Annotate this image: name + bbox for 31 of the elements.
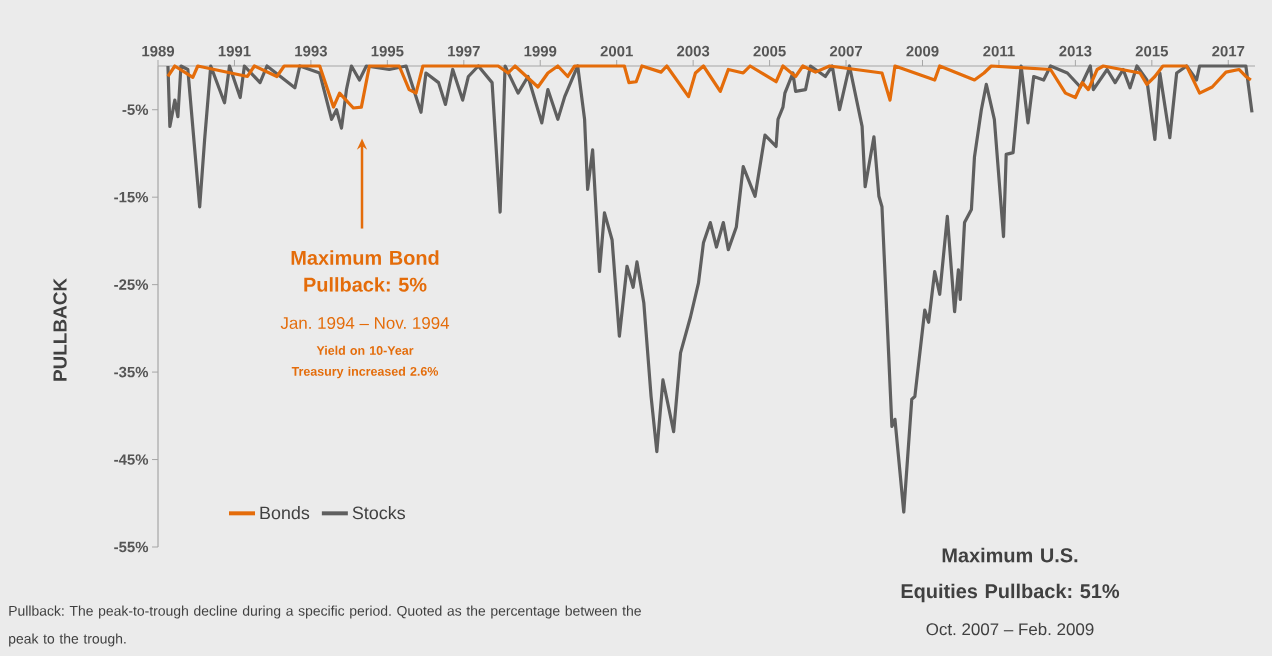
y-tick-label: -5% [122, 104, 149, 115]
legend-label: Bonds [260, 506, 310, 520]
x-tick-label: 2003 [677, 45, 710, 57]
x-tick-label: 2009 [906, 45, 939, 57]
x-tick-label: 1989 [142, 45, 175, 57]
x-tick-label: 2005 [753, 45, 786, 57]
x-tick-label: 2015 [1135, 45, 1169, 57]
y-tick-label: -35% [114, 366, 149, 378]
x-tick-label: 2007 [829, 45, 862, 57]
y-axis-title: PULLBACK [53, 278, 67, 381]
annotation: Maximum Bond Pullback: 5% [291, 250, 439, 292]
x-tick-label: 1995 [371, 45, 404, 57]
annotation: Yield on 10-Year Treasury increased 2.6% [291, 345, 439, 379]
annotation: Jan. 1994 – Nov. 1994 [280, 317, 450, 329]
x-tick-label: 2013 [1059, 45, 1092, 57]
y-tick-label: -55% [114, 541, 149, 553]
y-tick-label: -25% [114, 279, 149, 290]
x-tick-label: 1997 [448, 45, 480, 57]
x-tick-label: 1991 [218, 45, 251, 57]
x-tick-label: 2011 [983, 45, 1015, 57]
legend-label: Stocks [352, 506, 406, 520]
x-tick-label: 1993 [295, 45, 327, 57]
text: Maximum U.S. Equities Pullback: 51% [901, 547, 1120, 603]
y-tick-label: -15% [114, 191, 149, 203]
x-tick-label: 1999 [524, 45, 557, 57]
line-series [166, 64, 1253, 110]
text: Pullback: The peak-to-trough decline during a specific period. Quoted as the percentage between the peak to the trough. [9, 605, 641, 647]
x-tick-label: 2001 [600, 45, 633, 57]
y-tick-label: -45% [114, 454, 149, 465]
x-tick-label: 2017 [1212, 45, 1245, 57]
text: Oct. 2007 – Feb. 2009 [926, 622, 1094, 636]
